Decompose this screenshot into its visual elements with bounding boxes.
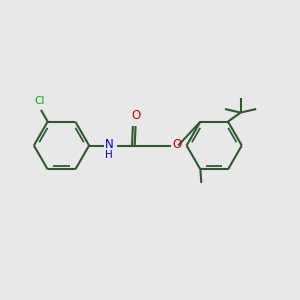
Text: Cl: Cl — [35, 96, 45, 106]
Text: H: H — [105, 150, 113, 160]
Text: O: O — [172, 138, 181, 151]
Text: O: O — [131, 109, 140, 122]
Text: N: N — [105, 138, 114, 151]
